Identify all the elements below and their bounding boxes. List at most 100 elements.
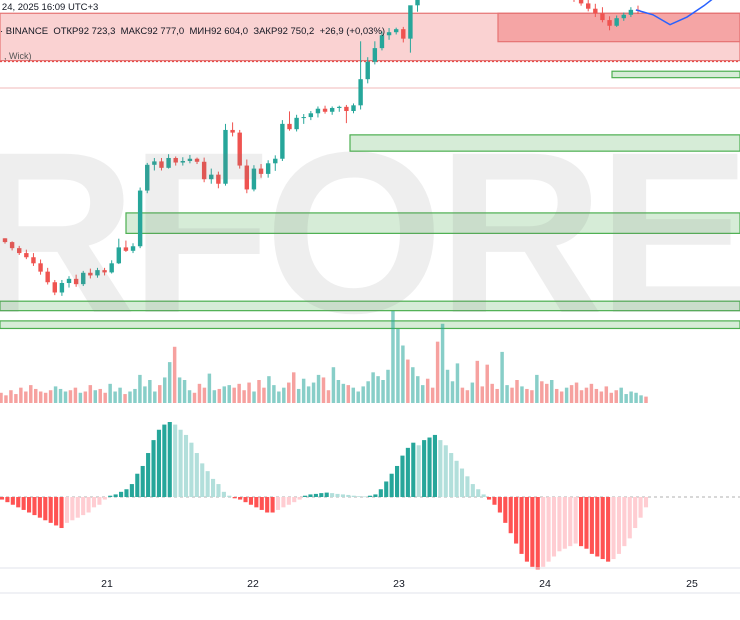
oscillator-bar bbox=[32, 497, 37, 516]
volume-bar bbox=[202, 387, 207, 403]
candle bbox=[66, 278, 72, 284]
volume-bar bbox=[311, 382, 316, 403]
oscillator-bar bbox=[400, 455, 405, 497]
volume-bar bbox=[83, 391, 88, 403]
oscillator-bar bbox=[562, 497, 567, 549]
x-tick-label: 21 bbox=[101, 578, 113, 590]
volume-bar bbox=[396, 328, 400, 403]
volume-bar bbox=[430, 387, 435, 403]
candle bbox=[237, 132, 242, 166]
volume-bar bbox=[177, 377, 182, 403]
high-label: МАКС bbox=[120, 26, 148, 37]
volume-bar bbox=[525, 388, 529, 403]
volume-bar bbox=[123, 394, 127, 403]
candle bbox=[258, 168, 264, 174]
header-date: р 24, 2025 16:09 UTC+3 bbox=[0, 2, 98, 13]
projection-line bbox=[635, 0, 713, 26]
volume-bar bbox=[287, 382, 291, 403]
oscillator-bar bbox=[135, 473, 140, 497]
volume-bar bbox=[153, 391, 157, 403]
oscillator-bar bbox=[487, 497, 492, 500]
volume-bar bbox=[634, 392, 638, 403]
oscillator-bar bbox=[367, 495, 373, 497]
oscillator-bar bbox=[313, 493, 318, 497]
candle bbox=[52, 282, 57, 293]
candle bbox=[386, 32, 392, 36]
oscillator-bar bbox=[524, 497, 529, 562]
candle bbox=[593, 8, 598, 14]
oscillator-bar bbox=[81, 497, 86, 516]
volume-bar bbox=[48, 390, 53, 403]
volume-bar bbox=[411, 367, 415, 403]
oscillator-bar bbox=[183, 434, 189, 497]
oscillator-bar bbox=[449, 453, 454, 497]
oscillator-bar bbox=[422, 440, 427, 497]
oscillator-bar bbox=[319, 493, 324, 497]
volume-bar bbox=[614, 390, 618, 403]
volume-bar bbox=[98, 388, 102, 403]
volume-bar bbox=[331, 367, 336, 403]
oscillator-bar bbox=[200, 463, 205, 497]
volume-bar bbox=[133, 388, 137, 403]
candle bbox=[38, 263, 43, 272]
open-label: ОТКР bbox=[53, 26, 79, 37]
volume-bar bbox=[490, 383, 494, 403]
volume-bar bbox=[93, 390, 98, 403]
volume-bar bbox=[326, 390, 331, 403]
oscillator-bar bbox=[5, 497, 10, 503]
oscillator-bar bbox=[303, 495, 308, 497]
volume-bar bbox=[420, 385, 425, 403]
oscillator-bar bbox=[514, 497, 519, 544]
oscillator-bar bbox=[0, 497, 5, 500]
volume-bar bbox=[296, 388, 301, 403]
candle bbox=[194, 158, 200, 162]
oscillator-bar bbox=[530, 497, 535, 567]
candle bbox=[586, 3, 591, 9]
oscillator-bar bbox=[124, 489, 129, 497]
volume-bar bbox=[143, 386, 147, 403]
volume-bar bbox=[624, 394, 628, 403]
volume-bar bbox=[376, 376, 380, 403]
oscillator-bar bbox=[351, 495, 356, 497]
oscillator-bar bbox=[622, 497, 627, 547]
candle bbox=[145, 164, 150, 191]
volume-bar bbox=[227, 385, 231, 403]
volume-bar bbox=[495, 388, 499, 403]
oscillator-bar bbox=[357, 496, 362, 497]
oscillator-bar bbox=[86, 497, 91, 513]
volume-bar bbox=[73, 387, 78, 403]
volume-bar bbox=[0, 392, 3, 403]
oscillator-bar bbox=[330, 493, 335, 497]
oscillator-bar bbox=[541, 497, 546, 567]
oscillator-bar bbox=[21, 497, 26, 510]
volume-bar bbox=[530, 390, 534, 403]
volume-bar bbox=[291, 372, 296, 403]
volume-bar bbox=[549, 380, 554, 403]
volume-bar bbox=[485, 364, 489, 403]
volume-bar bbox=[540, 381, 544, 403]
oscillator-bar bbox=[638, 497, 643, 518]
volume-bar bbox=[197, 383, 202, 403]
volume-bar bbox=[361, 386, 365, 403]
indicator-label: , Wick) bbox=[4, 51, 32, 61]
oscillator-bar bbox=[151, 440, 156, 497]
candle bbox=[31, 257, 36, 264]
volume-bar bbox=[53, 386, 58, 403]
volume-bar bbox=[386, 369, 390, 403]
candle bbox=[223, 129, 228, 184]
volume-bar bbox=[639, 395, 643, 403]
volume-bar bbox=[113, 391, 117, 403]
zone-demand bbox=[611, 70, 740, 79]
oscillator-bar bbox=[405, 447, 410, 497]
projection-layer bbox=[635, 0, 713, 26]
candle bbox=[408, 5, 413, 39]
volume-bar bbox=[68, 390, 73, 403]
candle bbox=[116, 247, 122, 264]
oscillator-bar bbox=[378, 489, 383, 497]
change-value: +26,9 (+0,03%) bbox=[319, 26, 386, 37]
volume-bar bbox=[38, 391, 43, 403]
volume-bar bbox=[406, 359, 410, 403]
volume-bar bbox=[599, 391, 604, 403]
volume-bar bbox=[167, 362, 172, 403]
